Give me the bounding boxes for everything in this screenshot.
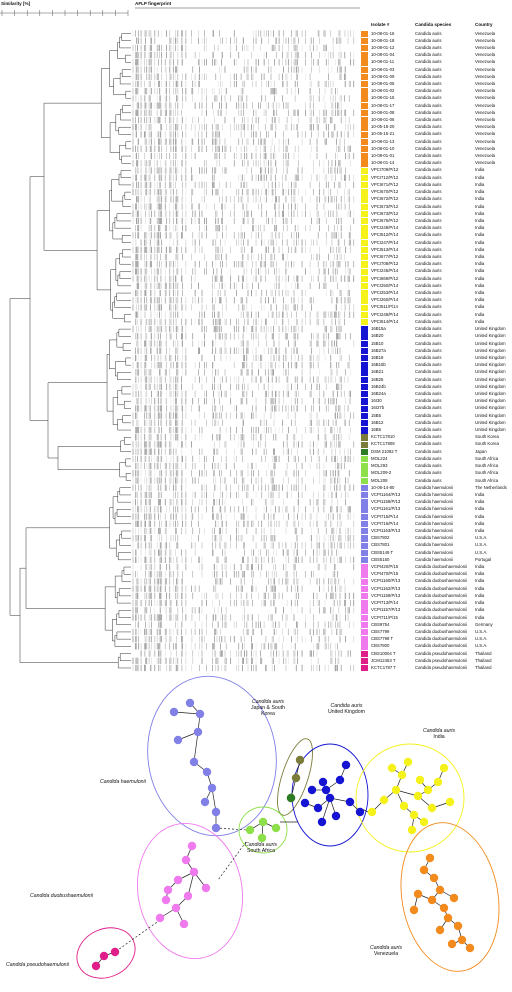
dendrogram <box>9 33 131 669</box>
similarity-scale-axis <box>0 7 360 16</box>
aflp-fingerprint-bands <box>132 30 355 672</box>
